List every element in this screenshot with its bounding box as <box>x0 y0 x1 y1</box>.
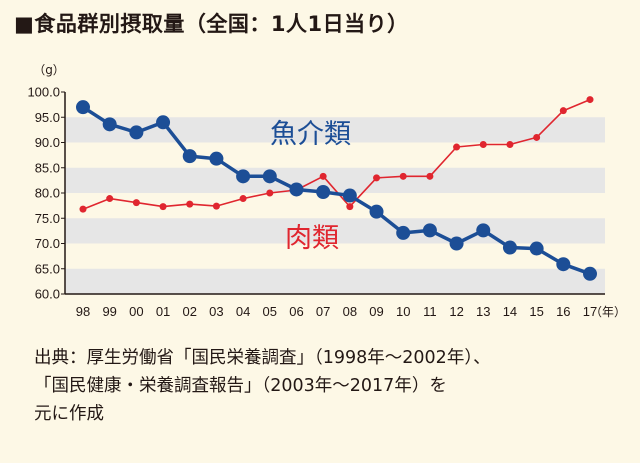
data-point-fish <box>209 151 224 166</box>
data-point-fish <box>422 223 437 238</box>
grid-bands <box>65 117 605 294</box>
data-point-fish <box>583 266 597 281</box>
source-line: 「国民健康・栄養調査報告」（2003年〜2017年）を <box>34 376 447 396</box>
y-tick-label: 100.0 <box>27 85 60 100</box>
x-tick-label: 00 <box>129 304 143 319</box>
data-point-meat <box>533 133 541 141</box>
data-point-meat <box>159 203 167 211</box>
data-point-meat <box>106 195 114 203</box>
data-point-meat <box>586 96 594 104</box>
data-point-meat <box>319 172 327 180</box>
y-tick-label: 65.0 <box>35 261 60 276</box>
x-tick-label: 11 <box>423 304 437 319</box>
data-point-meat <box>239 195 247 203</box>
data-point-meat <box>186 200 194 208</box>
series-line-meat <box>82 98 591 210</box>
data-point-fish <box>342 188 357 203</box>
data-point-fish <box>102 117 117 132</box>
x-tick-label: 10 <box>396 304 410 319</box>
grid-band <box>65 117 605 143</box>
x-tick-label: 14 <box>503 304 517 319</box>
data-point-fish <box>316 184 331 199</box>
y-tick-label: 60.0 <box>35 287 60 302</box>
data-point-fish <box>182 149 197 164</box>
y-tick-label: 80.0 <box>35 186 60 201</box>
x-tick-label: 12 <box>449 304 463 319</box>
data-point-meat <box>426 172 434 180</box>
data-point-fish <box>449 236 464 251</box>
data-point-meat <box>479 141 487 149</box>
grid-band <box>65 218 605 244</box>
series-label-meat: 肉類 <box>285 223 339 254</box>
y-axis-label: （g） <box>33 63 65 77</box>
y-tick-label: 85.0 <box>35 160 60 175</box>
x-tick-label: 03 <box>209 304 223 319</box>
chart-title: ■食品群別摂取量（全国：1人1日当り） <box>14 12 409 36</box>
x-tick-label: 16 <box>556 304 570 319</box>
data-point-fish <box>396 225 411 240</box>
x-axis-label: （年） <box>590 305 626 319</box>
x-tick-label: 08 <box>343 304 357 319</box>
data-point-fish <box>76 100 90 115</box>
source-line: 出典：厚生労働省「国民栄養調査」（1998年〜2002年）、 <box>34 348 491 368</box>
x-tick-label: 99 <box>102 304 116 319</box>
data-point-fish <box>529 241 544 256</box>
data-point-fish <box>502 240 517 255</box>
data-point-meat <box>399 172 407 180</box>
x-tick-label: 09 <box>369 304 383 319</box>
x-tick-label: 06 <box>289 304 303 319</box>
y-tick-label: 90.0 <box>35 135 60 150</box>
data-point-fish <box>556 257 571 272</box>
data-point-fish <box>289 182 304 197</box>
data-point-meat <box>373 174 381 182</box>
source-line: 元に作成 <box>34 404 104 424</box>
data-point-meat <box>346 203 354 211</box>
data-point-meat <box>506 141 514 149</box>
data-point-fish <box>369 204 384 219</box>
y-tick-label: 70.0 <box>35 236 60 251</box>
data-point-meat <box>79 205 87 213</box>
x-tick-label: 98 <box>76 304 90 319</box>
source-note: 出典：厚生労働省「国民栄養調査」（1998年〜2002年）、 「国民健康・栄養調… <box>34 344 624 428</box>
x-tick-label: 02 <box>183 304 197 319</box>
y-tick-label: 95.0 <box>35 110 60 125</box>
x-tick-label: 13 <box>476 304 490 319</box>
x-tick-label: 05 <box>263 304 277 319</box>
data-point-fish <box>236 169 251 184</box>
data-point-fish <box>129 125 144 140</box>
x-axis: 98 99 00 01 02 03 04 05 06 07 08 09 10 11 12 13 14 15 16 17… <box>65 293 626 319</box>
x-tick-label: 04 <box>236 304 250 319</box>
x-tick-label: 01 <box>156 304 170 319</box>
y-tick-label: 75.0 <box>35 211 60 226</box>
x-tick-label: 17 <box>583 304 597 319</box>
x-tick-label: 15 <box>529 304 543 319</box>
x-tick-label: 07 <box>316 304 330 319</box>
series-label-fish: 魚介類 <box>270 119 351 150</box>
data-point-meat <box>212 202 220 210</box>
data-point-meat <box>559 107 567 115</box>
data-point-fish <box>476 223 491 238</box>
y-axis: 100.0 95.0 90.0 85.0 80.0 75.0 70.0 65.0 60.0 （g） <box>27 63 66 302</box>
line-chart: 100.0 95.0 90.0 85.0 80.0 75.0 70.0 65.0 60.0 （g）… <box>27 63 626 319</box>
data-point-fish <box>156 115 171 130</box>
data-point-meat <box>266 189 274 197</box>
data-point-meat <box>453 143 461 151</box>
data-point-meat <box>132 199 140 207</box>
data-point-fish <box>262 169 277 184</box>
series-points <box>76 96 597 281</box>
grid-band <box>65 268 605 294</box>
